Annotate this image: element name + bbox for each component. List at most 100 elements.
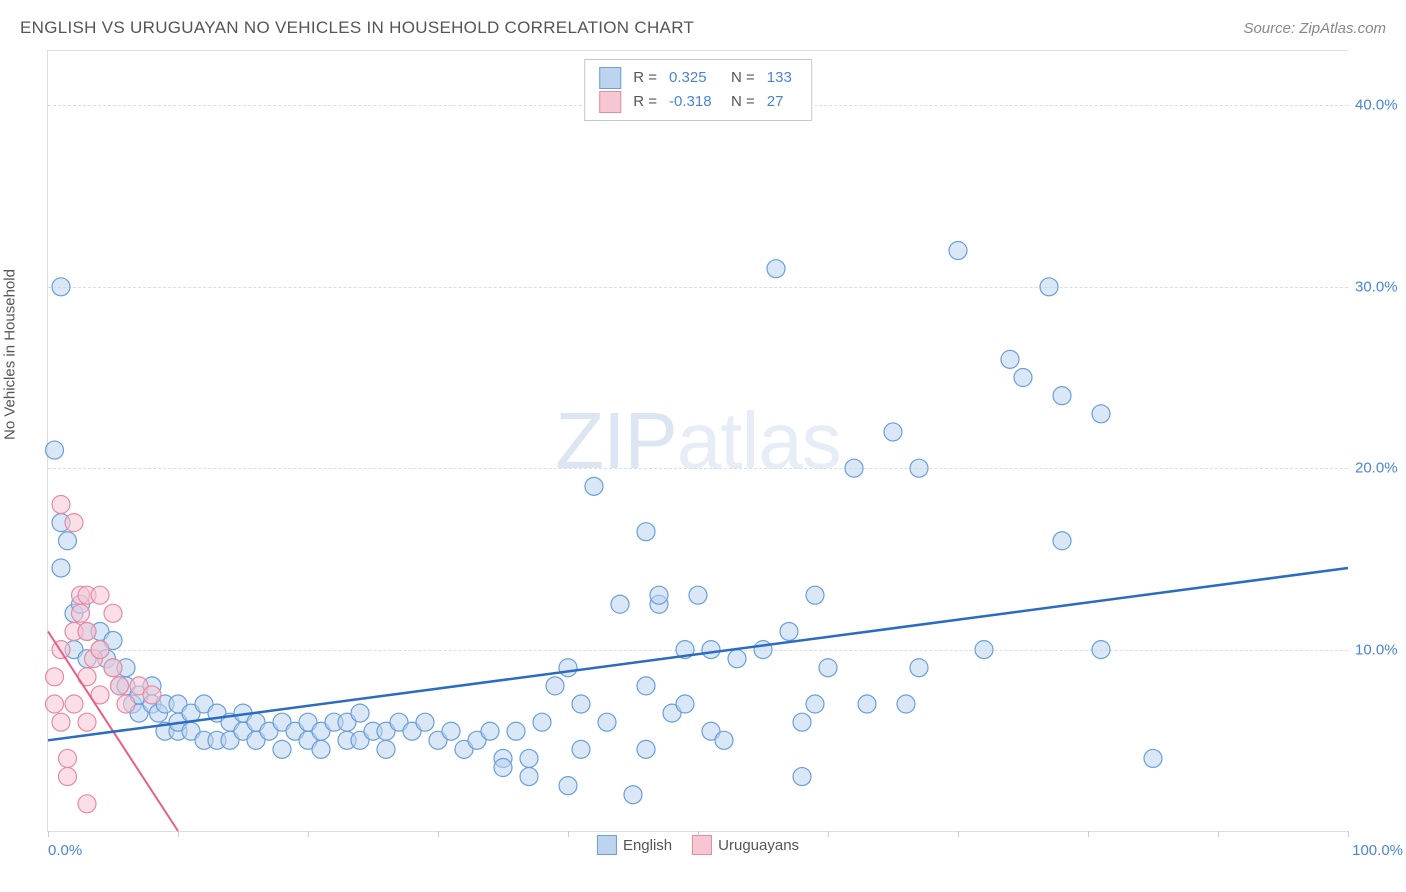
series-legend: English Uruguayans (597, 835, 799, 855)
uruguayan-point (78, 713, 96, 731)
chart-title: ENGLISH VS URUGUAYAN NO VEHICLES IN HOUS… (20, 18, 694, 38)
english-point (702, 641, 720, 659)
uruguayan-point (143, 686, 161, 704)
legend-swatch (599, 91, 621, 113)
english-point (910, 459, 928, 477)
english-point (59, 532, 77, 550)
english-point (559, 777, 577, 795)
x-tick-mark (958, 831, 959, 837)
legend-r-label: R = (633, 66, 657, 90)
plot-area: ZIPatlas 10.0%20.0%30.0%40.0% R =0.325N … (47, 50, 1348, 832)
english-point (910, 659, 928, 677)
legend-r-value: -0.318 (669, 90, 719, 114)
x-tick-label: 0.0% (48, 842, 82, 859)
legend-n-value: 27 (767, 90, 797, 114)
y-tick-label: 40.0% (1355, 97, 1406, 114)
uruguayan-point (59, 749, 77, 767)
english-point (637, 740, 655, 758)
english-point (819, 659, 837, 677)
legend-label: English (623, 837, 672, 854)
english-point (585, 477, 603, 495)
english-point (637, 677, 655, 695)
uruguayan-point (117, 695, 135, 713)
english-point (598, 713, 616, 731)
uruguayan-point (78, 795, 96, 813)
english-point (806, 586, 824, 604)
legend-r-label: R = (633, 90, 657, 114)
english-point (1053, 387, 1071, 405)
english-point (416, 713, 434, 731)
y-axis-label: No Vehicles in Household (2, 269, 19, 440)
english-point (884, 423, 902, 441)
uruguayan-point (72, 604, 90, 622)
english-point (858, 695, 876, 713)
english-point (767, 260, 785, 278)
uruguayan-point (91, 641, 109, 659)
scatter-svg (48, 51, 1348, 831)
x-tick-mark (48, 831, 49, 837)
x-tick-label: 100.0% (1352, 842, 1403, 859)
english-point (897, 695, 915, 713)
legend-r-value: 0.325 (669, 66, 719, 90)
x-tick-mark (438, 831, 439, 837)
chart-source: Source: ZipAtlas.com (1243, 20, 1386, 37)
uruguayan-point (46, 668, 64, 686)
english-point (1040, 278, 1058, 296)
legend-item: English (597, 835, 672, 855)
english-point (949, 242, 967, 260)
english-point (572, 740, 590, 758)
english-point (637, 523, 655, 541)
english-point (442, 722, 460, 740)
english-point (1014, 369, 1032, 387)
english-point (351, 704, 369, 722)
english-point (1144, 749, 1162, 767)
english-point (1092, 641, 1110, 659)
y-tick-label: 10.0% (1355, 641, 1406, 658)
english-point (793, 768, 811, 786)
english-point (52, 559, 70, 577)
correlation-legend-row: R = -0.318 N = 27 (599, 90, 797, 114)
english-point (481, 722, 499, 740)
x-tick-mark (1088, 831, 1089, 837)
english-point (533, 713, 551, 731)
english-point (46, 441, 64, 459)
legend-swatch (599, 67, 621, 89)
english-point (624, 786, 642, 804)
uruguayan-point (52, 713, 70, 731)
english-point (507, 722, 525, 740)
x-tick-mark (1218, 831, 1219, 837)
english-point (793, 713, 811, 731)
english-point (1053, 532, 1071, 550)
correlation-legend: R = 0.325 N = 133 R = -0.318 N = 27 (584, 59, 812, 121)
english-point (559, 659, 577, 677)
legend-n-label: N = (731, 66, 755, 90)
uruguayan-point (52, 495, 70, 513)
legend-n-value: 133 (767, 66, 797, 90)
uruguayan-point (65, 514, 83, 532)
english-point (728, 650, 746, 668)
english-point (520, 749, 538, 767)
english-point (780, 622, 798, 640)
english-point (676, 695, 694, 713)
english-point (1001, 350, 1019, 368)
y-tick-label: 30.0% (1355, 278, 1406, 295)
y-tick-label: 20.0% (1355, 460, 1406, 477)
x-tick-mark (1348, 831, 1349, 837)
english-point (975, 641, 993, 659)
chart-header: ENGLISH VS URUGUAYAN NO VEHICLES IN HOUS… (20, 18, 1386, 38)
english-point (845, 459, 863, 477)
english-point (273, 740, 291, 758)
legend-label: Uruguayans (718, 837, 799, 854)
legend-n-label: N = (731, 90, 755, 114)
english-point (377, 740, 395, 758)
english-point (546, 677, 564, 695)
english-point (611, 595, 629, 613)
x-tick-mark (828, 831, 829, 837)
uruguayan-point (111, 677, 129, 695)
english-point (520, 768, 538, 786)
uruguayan-point (91, 586, 109, 604)
english-point (754, 641, 772, 659)
x-tick-mark (568, 831, 569, 837)
x-tick-mark (308, 831, 309, 837)
english-point (806, 695, 824, 713)
